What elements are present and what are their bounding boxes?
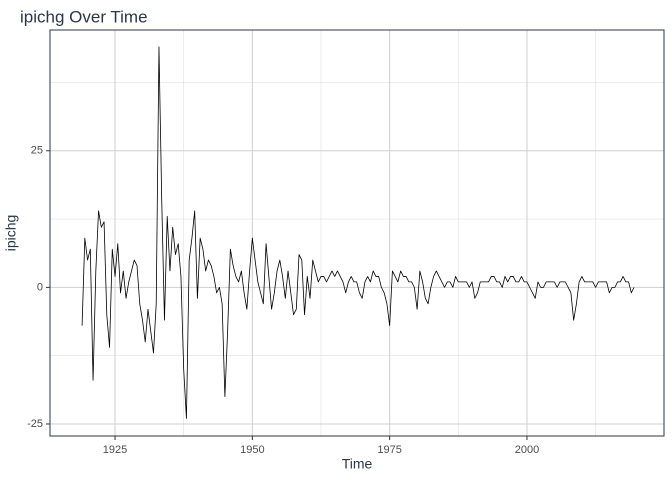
chart-title: ipichg Over Time — [20, 7, 148, 26]
x-tick-label: 2000 — [515, 444, 539, 456]
x-tick-label: 1975 — [377, 444, 401, 456]
data-line — [81, 46, 635, 419]
y-tick-label: 25 — [31, 145, 43, 157]
y-tick-label: 0 — [37, 281, 43, 293]
y-axis-label: ipichg — [3, 215, 19, 252]
panel-border — [49, 29, 665, 437]
x-tick-label: 1950 — [240, 444, 264, 456]
y-tick-label: -25 — [27, 418, 43, 430]
x-axis-label: Time — [342, 456, 373, 472]
x-tick-label: 1925 — [103, 444, 127, 456]
